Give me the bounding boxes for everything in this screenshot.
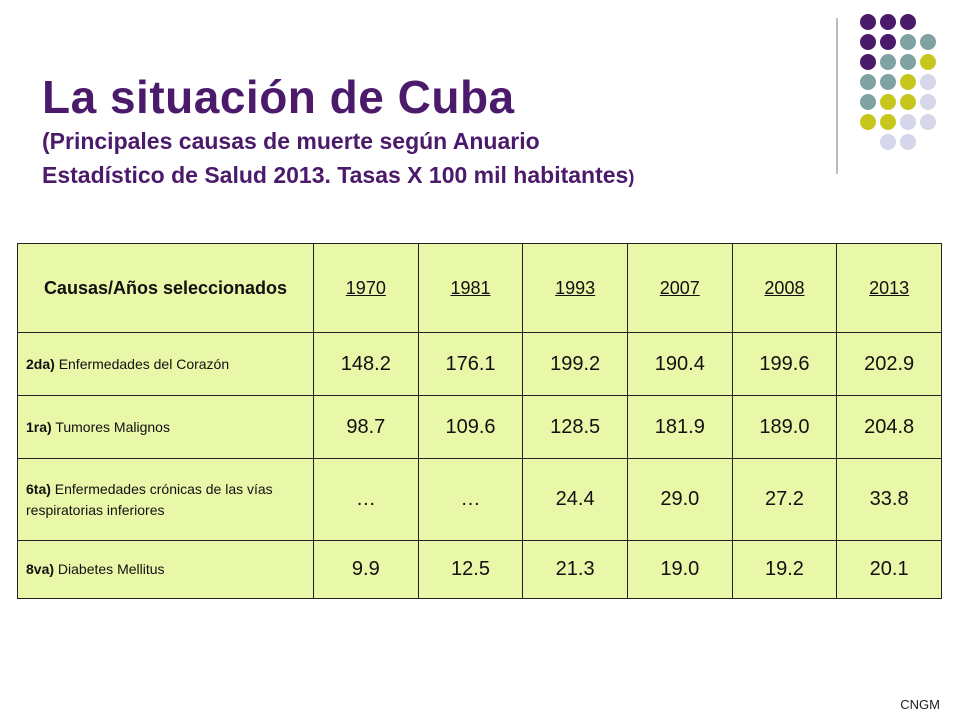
value-cell: 21.3	[522, 540, 628, 599]
value-cell: 19.0	[626, 540, 733, 599]
header-year: 2013	[836, 243, 942, 333]
decorative-dot	[920, 94, 936, 110]
value-cell: 176.1	[417, 332, 524, 396]
value-cell: 9.9	[313, 540, 419, 599]
cause-rank: 8va)	[26, 561, 55, 577]
decorative-dot	[900, 94, 916, 110]
value-cell: 98.7	[313, 395, 419, 459]
value-cell: 33.8	[836, 458, 942, 541]
decorative-dot	[880, 94, 896, 110]
slide-subtitle: (Principales causas de muerte según Anua…	[42, 124, 862, 194]
header-year: 1981	[417, 243, 524, 333]
value-cell: 190.4	[626, 332, 733, 396]
value-cell: 20.1	[836, 540, 942, 599]
table-header-row: Causas/Años seleccionados 1970 1981 1993…	[17, 243, 942, 333]
decorative-dot	[900, 34, 916, 50]
decorative-dot	[920, 54, 936, 70]
decorative-dot	[880, 14, 896, 30]
value-cell: 128.5	[522, 395, 628, 459]
mortality-table: Causas/Años seleccionados 1970 1981 1993…	[17, 243, 942, 599]
subtitle-close: )	[628, 167, 635, 187]
decorative-dot	[900, 114, 916, 130]
decorative-dot	[860, 74, 876, 90]
decorative-dot	[900, 54, 916, 70]
cause-name: Diabetes Mellitus	[57, 561, 165, 577]
decorative-dot	[860, 14, 876, 30]
decorative-divider-line	[836, 18, 838, 174]
cause-cell: 8va) Diabetes Mellitus	[17, 540, 314, 599]
value-cell: 204.8	[836, 395, 942, 459]
footer-credit: CNGM	[900, 697, 940, 712]
decorative-dot	[880, 114, 896, 130]
decorative-dot	[860, 54, 876, 70]
value-cell: 27.2	[731, 458, 838, 541]
table-row: 2da) Enfermedades del Corazón 148.2 176.…	[17, 332, 942, 396]
decorative-dot	[880, 74, 896, 90]
subtitle-line-2: Estadístico de Salud 2013. Tasas X 100 m…	[42, 162, 629, 188]
value-cell: …	[313, 458, 419, 541]
value-cell: 109.6	[417, 395, 524, 459]
decorative-dot	[880, 34, 896, 50]
value-cell: 181.9	[626, 395, 733, 459]
value-cell: 29.0	[626, 458, 733, 541]
decorative-dot	[920, 34, 936, 50]
cause-rank: 6ta)	[26, 480, 51, 497]
value-cell: 202.9	[836, 332, 942, 396]
decorative-dot	[860, 34, 876, 50]
value-cell: 199.2	[522, 332, 628, 396]
cause-cell: 2da) Enfermedades del Corazón	[17, 332, 314, 396]
header-causes-years: Causas/Años seleccionados	[17, 243, 314, 333]
decorative-dot	[920, 114, 936, 130]
cause-name: Enfermedades crónicas de las vías respir…	[26, 480, 273, 518]
header-year: 1993	[522, 243, 628, 333]
cause-name: Enfermedades del Corazón	[58, 355, 230, 372]
header-year: 1970	[313, 243, 419, 333]
decorative-dot	[900, 74, 916, 90]
table-row: 8va) Diabetes Mellitus 9.9 12.5 21.3 19.…	[17, 540, 942, 599]
value-cell: …	[417, 458, 524, 541]
value-cell: 19.2	[731, 540, 838, 599]
decorative-dot	[860, 94, 876, 110]
table-row: 1ra) Tumores Malignos 98.7 109.6 128.5 1…	[17, 395, 942, 459]
decorative-dot	[860, 114, 876, 130]
slide-title-block: La situación de Cuba (Principales causas…	[42, 70, 862, 194]
cause-rank: 2da)	[26, 355, 55, 372]
decorative-dot	[900, 14, 916, 30]
cause-rank: 1ra)	[26, 418, 52, 435]
value-cell: 148.2	[313, 332, 419, 396]
cause-name: Tumores Malignos	[55, 418, 170, 435]
value-cell: 189.0	[731, 395, 838, 459]
decorative-dot	[900, 134, 916, 150]
header-year: 2008	[731, 243, 838, 333]
subtitle-line-1: (Principales causas de muerte según Anua…	[42, 128, 540, 154]
header-year: 2007	[626, 243, 733, 333]
cause-cell: 1ra) Tumores Malignos	[17, 395, 314, 459]
table-row: 6ta) Enfermedades crónicas de las vías r…	[17, 458, 942, 541]
decorative-dot	[880, 54, 896, 70]
decorative-dot	[920, 74, 936, 90]
value-cell: 24.4	[522, 458, 628, 541]
value-cell: 199.6	[731, 332, 838, 396]
slide-title: La situación de Cuba	[42, 71, 515, 123]
decorative-dot	[880, 134, 896, 150]
cause-cell: 6ta) Enfermedades crónicas de las vías r…	[17, 458, 314, 541]
value-cell: 12.5	[417, 540, 524, 599]
